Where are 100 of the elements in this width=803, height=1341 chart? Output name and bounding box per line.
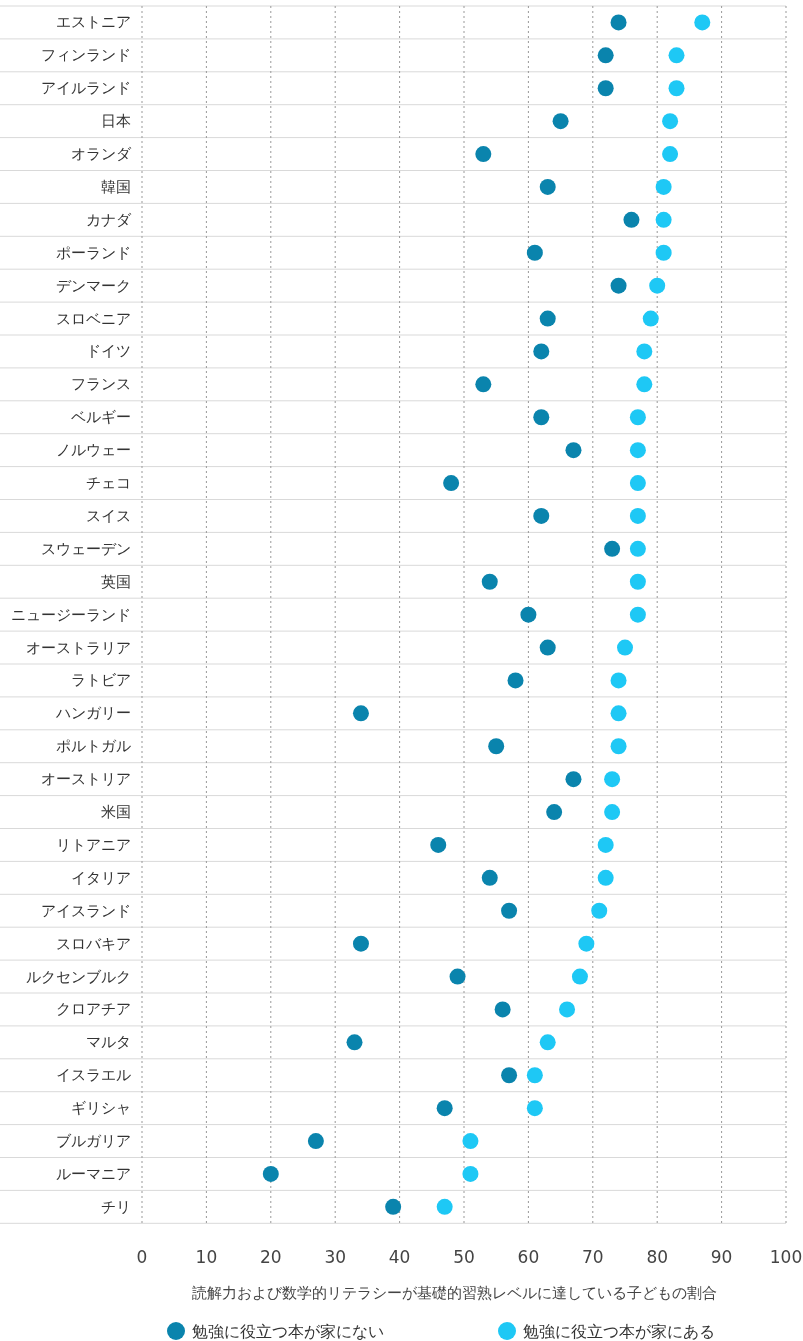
point bbox=[655, 211, 672, 228]
point bbox=[449, 968, 466, 985]
point bbox=[520, 606, 537, 623]
point bbox=[604, 540, 621, 557]
y-tick-label: チリ bbox=[101, 1197, 131, 1216]
y-tick-label: クロアチア bbox=[56, 1000, 131, 1019]
point bbox=[533, 409, 550, 426]
y-tick-label: イタリア bbox=[71, 868, 131, 887]
point bbox=[262, 1165, 279, 1182]
point bbox=[565, 771, 582, 788]
point bbox=[597, 80, 614, 97]
point bbox=[539, 1034, 556, 1051]
y-tick-label: オーストリア bbox=[41, 770, 131, 789]
y-tick-label: ラトビア bbox=[71, 671, 131, 690]
point bbox=[662, 113, 679, 130]
point bbox=[662, 146, 679, 163]
point bbox=[629, 540, 646, 557]
point bbox=[526, 244, 543, 261]
point bbox=[629, 442, 646, 459]
point bbox=[610, 705, 627, 722]
y-tick-label: 米国 bbox=[101, 803, 131, 822]
point bbox=[610, 738, 627, 755]
point bbox=[436, 1198, 453, 1215]
point bbox=[629, 475, 646, 492]
y-tick-label: オーストラリア bbox=[26, 638, 131, 657]
y-tick-label: ノルウェー bbox=[56, 441, 131, 460]
x-tick-label: 70 bbox=[581, 1247, 604, 1268]
point bbox=[571, 968, 588, 985]
y-tick-label: 日本 bbox=[101, 112, 131, 131]
y-tick-label: ベルギー bbox=[71, 408, 131, 427]
y-tick-label: ブルガリア bbox=[56, 1132, 131, 1151]
point bbox=[591, 902, 608, 919]
legend-label: 勉強に役立つ本が家にある bbox=[523, 1322, 715, 1341]
point bbox=[629, 573, 646, 590]
y-tick-label: デンマーク bbox=[56, 276, 131, 295]
point bbox=[578, 935, 595, 952]
y-tick-label: スウェーデン bbox=[41, 539, 131, 558]
point bbox=[642, 310, 659, 327]
y-tick-label: フィンランド bbox=[41, 46, 131, 65]
x-axis-title: 読解力および数学的リテラシーが基礎的習熟レベルに達している子どもの割合 bbox=[191, 1284, 717, 1303]
y-tick-label: ルクセンブルク bbox=[26, 967, 131, 986]
y-tick-label: ポルトガル bbox=[56, 737, 131, 756]
legend-label: 勉強に役立つ本が家にない bbox=[192, 1322, 384, 1341]
point bbox=[533, 343, 550, 360]
point bbox=[629, 606, 646, 623]
y-tick-label: フランス bbox=[71, 375, 131, 394]
y-tick-label: カナダ bbox=[86, 210, 132, 229]
point bbox=[629, 409, 646, 426]
y-tick-label: ギリシャ bbox=[71, 1099, 131, 1118]
point bbox=[526, 1100, 543, 1117]
point bbox=[352, 705, 369, 722]
point bbox=[597, 836, 614, 853]
x-tick-label: 30 bbox=[324, 1247, 347, 1268]
point bbox=[668, 47, 685, 64]
point bbox=[636, 343, 653, 360]
y-tick-label: エストニア bbox=[56, 13, 131, 32]
y-tick-label: 英国 bbox=[101, 572, 131, 591]
point bbox=[436, 1100, 453, 1117]
point bbox=[617, 639, 633, 656]
x-tick-label: 20 bbox=[259, 1247, 282, 1268]
point bbox=[559, 1001, 576, 1018]
point bbox=[668, 80, 685, 97]
point bbox=[539, 639, 556, 656]
x-tick-label: 0 bbox=[136, 1247, 148, 1268]
point bbox=[597, 47, 614, 64]
x-tick-label: 80 bbox=[646, 1247, 669, 1268]
point bbox=[604, 771, 621, 788]
point bbox=[539, 178, 556, 195]
x-tick-label: 50 bbox=[453, 1247, 475, 1268]
point bbox=[552, 113, 569, 130]
point bbox=[475, 376, 492, 393]
point bbox=[655, 178, 672, 195]
point bbox=[565, 442, 582, 459]
y-tick-label: アイルランド bbox=[41, 79, 131, 98]
x-tick-label: 90 bbox=[710, 1247, 733, 1268]
point bbox=[307, 1133, 324, 1150]
y-tick-label: ニュージーランド bbox=[11, 605, 131, 624]
point bbox=[636, 376, 653, 393]
point bbox=[623, 211, 640, 228]
point bbox=[604, 804, 621, 821]
y-tick-label: スロバキア bbox=[56, 934, 131, 953]
x-tick-label: 40 bbox=[388, 1247, 411, 1268]
point bbox=[462, 1165, 479, 1182]
x-tick-label: 100 bbox=[769, 1247, 803, 1268]
y-tick-label: イスラエル bbox=[56, 1066, 131, 1085]
point bbox=[649, 277, 666, 294]
point bbox=[494, 1001, 511, 1018]
point bbox=[501, 902, 518, 919]
y-tick-label: スイス bbox=[86, 506, 131, 525]
point bbox=[352, 935, 369, 952]
y-tick-label: ハンガリー bbox=[55, 704, 131, 723]
y-tick-label: アイスランド bbox=[41, 901, 131, 920]
point bbox=[507, 672, 524, 689]
point bbox=[546, 804, 563, 821]
point bbox=[462, 1133, 479, 1150]
point bbox=[629, 507, 646, 524]
point bbox=[430, 836, 447, 853]
y-tick-label: ルーマニア bbox=[56, 1164, 131, 1183]
y-tick-label: リトアニア bbox=[56, 835, 131, 854]
point bbox=[475, 146, 492, 163]
